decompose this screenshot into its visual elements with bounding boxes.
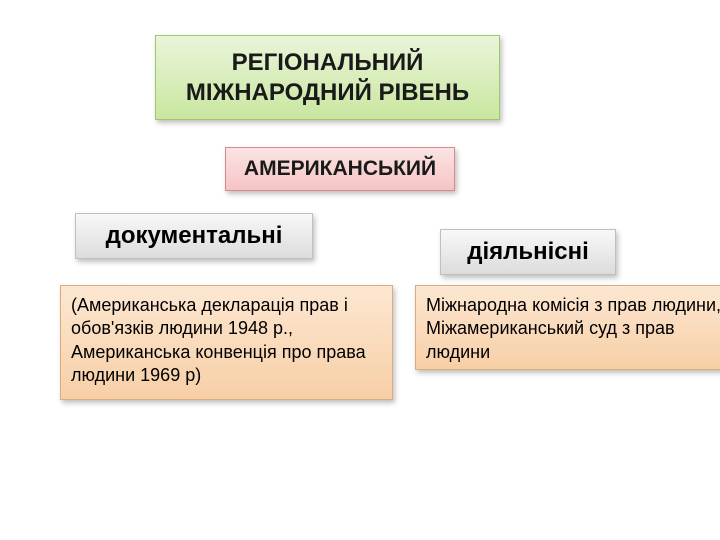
title-box: РЕГІОНАЛЬНИЙ МІЖНАРОДНИЙ РІВЕНЬ: [155, 35, 500, 120]
subtitle-text: АМЕРИКАНСЬКИЙ: [236, 156, 444, 181]
title-text: РЕГІОНАЛЬНИЙ МІЖНАРОДНИЙ РІВЕНЬ: [168, 48, 487, 108]
detail-left-box: (Американська декларація прав і обов'язк…: [60, 285, 393, 400]
detail-right-text: Міжнародна комісія з прав людини, Міжаме…: [426, 294, 720, 364]
category-left-text: документальні: [86, 222, 302, 251]
detail-left-text: (Американська декларація прав і обов'язк…: [71, 294, 382, 388]
category-left-box: документальні: [75, 213, 313, 259]
detail-right-box: Міжнародна комісія з прав людини, Міжаме…: [415, 285, 720, 370]
category-right-box: діяльнісні: [440, 229, 616, 275]
subtitle-box: АМЕРИКАНСЬКИЙ: [225, 147, 455, 191]
category-right-text: діяльнісні: [451, 238, 605, 267]
